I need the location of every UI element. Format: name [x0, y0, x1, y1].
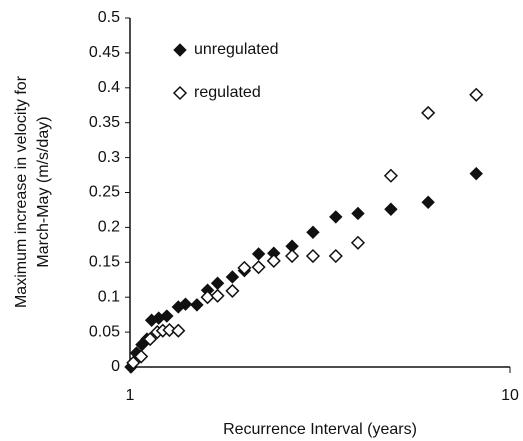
y-axis-label: Maximum increase in velocity for [13, 75, 30, 308]
filled-diamond [225, 270, 240, 284]
x-tick-label: 10 [501, 387, 519, 404]
y-tick-label: 0.3 [98, 149, 120, 166]
open-diamond [383, 168, 398, 183]
y-tick-label: 0.35 [89, 114, 120, 131]
filled-diamond [329, 210, 343, 224]
open-diamond [126, 355, 141, 370]
filled-diamond [210, 276, 225, 290]
open-diamond [210, 288, 225, 303]
y-tick-label: 0.1 [98, 288, 120, 305]
open-diamond [421, 105, 436, 120]
y-tick-label: 0.25 [89, 184, 120, 201]
open-diamond [134, 349, 149, 364]
open-diamond [237, 260, 252, 275]
y-tick-label: 0.15 [89, 254, 120, 271]
filled-diamond [469, 166, 483, 181]
open-diamond [328, 248, 343, 264]
y-tick-label: 0 [111, 358, 120, 375]
filled-diamond [351, 206, 365, 221]
open-diamond [285, 248, 300, 264]
y-axis-label: March-May (m/s/day) [35, 116, 52, 267]
open-diamond [251, 260, 266, 275]
filled-diamond [160, 309, 174, 323]
y-tick-label: 0.2 [98, 219, 120, 236]
filled-diamond [190, 298, 204, 312]
filled-diamond [173, 43, 187, 57]
open-diamond [143, 332, 158, 347]
legend-label: regulated [194, 84, 261, 101]
open-diamond [172, 85, 188, 101]
open-diamond [350, 235, 366, 250]
x-axis-label: Recurrence Interval (years) [223, 421, 417, 438]
y-tick-label: 0.05 [89, 323, 120, 340]
open-diamond [200, 290, 215, 305]
legend-label: unregulated [194, 41, 279, 58]
filled-diamond [306, 225, 320, 239]
open-diamond [266, 253, 281, 268]
open-diamond [305, 248, 321, 264]
filled-diamond [421, 195, 435, 209]
y-tick-label: 0.4 [98, 79, 120, 96]
filled-diamond [384, 202, 398, 216]
open-diamond [171, 323, 186, 338]
open-diamond [469, 87, 484, 102]
open-diamond [162, 322, 177, 338]
filled-diamond [251, 247, 266, 261]
open-diamond [225, 283, 240, 298]
y-tick-label: 0.5 [98, 9, 120, 26]
x-tick-label: 1 [126, 387, 135, 404]
filled-diamond [178, 297, 193, 311]
y-tick-label: 0.45 [89, 44, 120, 61]
